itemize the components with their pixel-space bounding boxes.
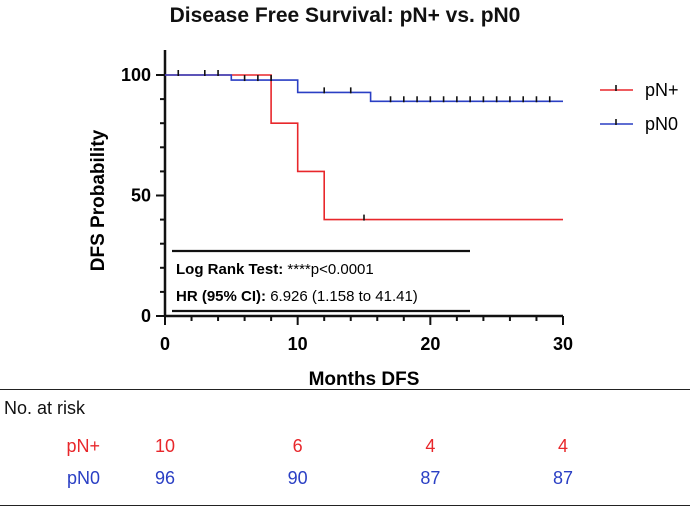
hr-value: 6.926 (1.158 to 41.41) xyxy=(270,288,418,305)
risk-row-pN0: pN0 96 90 87 87 xyxy=(0,468,690,494)
risk-row-label: pN0 xyxy=(66,468,100,488)
x-tick-label: 20 xyxy=(420,334,440,354)
risk-value: 6 xyxy=(292,436,303,456)
chart-title: Disease Free Survival: pN+ vs. pN0 xyxy=(169,4,521,27)
legend: pN+ pN0 xyxy=(600,80,679,134)
series-layer xyxy=(165,70,563,221)
risk-value: 87 xyxy=(552,468,574,488)
series-line-pN0 xyxy=(165,74,563,103)
risk-value: 90 xyxy=(287,468,308,488)
risk-table-divider-bottom xyxy=(0,505,690,506)
risk-value: 10 xyxy=(154,436,176,456)
axes: 0 50 100 0 10 20 30 Months DFS DFS Probability xyxy=(88,50,573,390)
x-tick-label: 30 xyxy=(553,334,573,354)
annotation-box: Log Rank Test: ****p<0.0001 HR (95% CI): … xyxy=(172,249,470,313)
legend-label: pN0 xyxy=(645,114,678,134)
y-tick-label: 100 xyxy=(121,65,151,85)
risk-row-pN+: pN+ 10 6 4 4 xyxy=(0,436,690,462)
risk-row-label: pN+ xyxy=(66,436,100,456)
legend-label: pN+ xyxy=(645,80,679,100)
series-line-pN+ xyxy=(165,74,563,221)
log-rank-value: ****p<0.0001 xyxy=(287,261,373,278)
km-plot: 0 50 100 0 10 20 30 Months DFS DFS Probability p… xyxy=(88,50,679,390)
y-tick-label: 0 xyxy=(141,306,151,326)
risk-table-header: No. at risk xyxy=(4,398,86,418)
risk-table-divider-top xyxy=(0,389,690,390)
risk-value: 96 xyxy=(154,468,176,488)
risk-value: 4 xyxy=(425,436,436,456)
risk-value: 4 xyxy=(557,436,568,456)
x-axis-label: Months DFS xyxy=(309,369,420,390)
hr-label: HR (95% CI): xyxy=(176,288,270,305)
risk-value: 87 xyxy=(420,468,441,488)
x-tick-label: 0 xyxy=(160,334,170,354)
hazard-ratio-text: HR (95% CI): 6.926 (1.158 to 41.41) xyxy=(176,288,418,305)
log-rank-text: Log Rank Test: ****p<0.0001 xyxy=(176,261,374,278)
x-tick-label: 10 xyxy=(288,334,308,354)
log-rank-label: Log Rank Test: xyxy=(176,261,287,278)
y-axis-label: DFS Probability xyxy=(88,129,109,271)
y-tick-label: 50 xyxy=(131,186,151,206)
